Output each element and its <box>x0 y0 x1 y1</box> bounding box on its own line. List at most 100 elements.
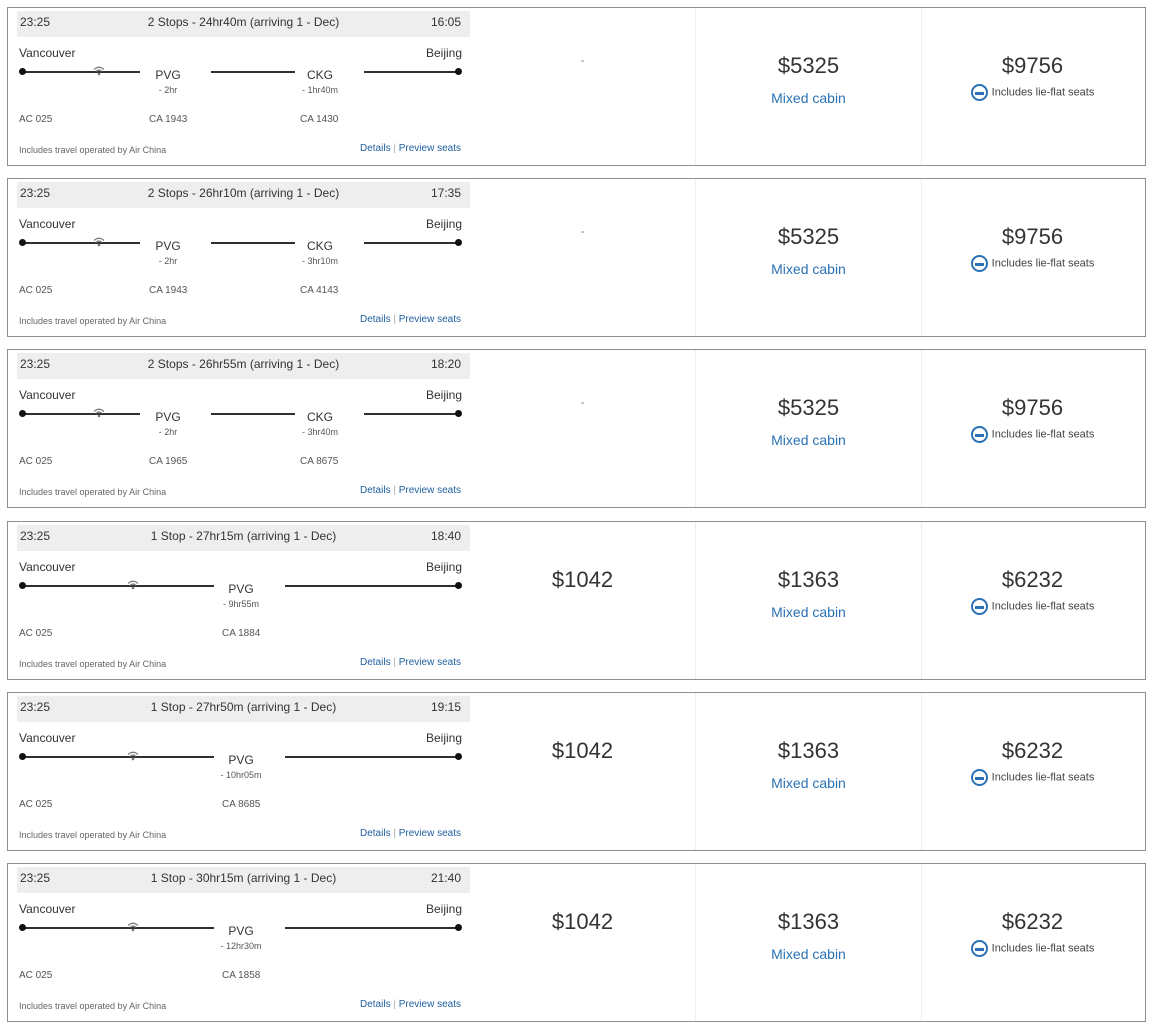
fare-option-3[interactable]: $6232 Includes lie-flat seats <box>920 522 1145 679</box>
fare-price: $1042 <box>551 909 614 934</box>
wifi-icon <box>127 922 139 932</box>
fare-option-1[interactable]: - <box>470 350 695 507</box>
flight-result-card[interactable]: 23:25 1 Stop - 30hr15m (arriving 1 - Dec)… <box>7 863 1146 1022</box>
preview-seats-link[interactable]: Preview seats <box>398 999 461 1010</box>
details-link[interactable]: Details <box>360 999 391 1010</box>
mixed-cabin-link[interactable]: Mixed cabin <box>771 946 846 962</box>
fare-option-1[interactable]: $1042 <box>470 864 695 1021</box>
departure-time: 23:25 <box>20 15 51 29</box>
flight-itinerary: 23:25 2 Stops - 24hr40m (arriving 1 - Dec… <box>8 8 470 165</box>
flight-number: CA 1943 <box>149 114 188 125</box>
fare-option-3[interactable]: $6232 Includes lie-flat seats <box>920 864 1145 1021</box>
details-link[interactable]: Details <box>360 657 391 668</box>
flight-number: AC 025 <box>19 285 53 296</box>
flight-result-card[interactable]: 23:25 1 Stop - 27hr15m (arriving 1 - Dec)… <box>7 521 1146 680</box>
fare-option-2[interactable]: $5325 Mixed cabin <box>695 179 922 336</box>
preview-seats-link[interactable]: Preview seats <box>398 143 461 154</box>
fare-option-1[interactable]: $1042 <box>470 522 695 679</box>
lie-flat-seat-note: Includes lie-flat seats <box>920 598 1145 615</box>
flight-itinerary: 23:25 2 Stops - 26hr10m (arriving 1 - Dec… <box>8 179 470 336</box>
route-line-segment <box>211 71 295 73</box>
flight-number: CA 1943 <box>149 285 188 296</box>
details-link[interactable]: Details <box>360 828 391 839</box>
mixed-cabin-link[interactable]: Mixed cabin <box>771 775 846 791</box>
route-diagram: PVG - 9hr55m AC 025 CA 1884 <box>19 579 462 649</box>
flight-result-card[interactable]: 23:25 1 Stop - 27hr50m (arriving 1 - Dec)… <box>7 692 1146 851</box>
mixed-cabin-link[interactable]: Mixed cabin <box>771 261 846 277</box>
fare-price: $9756 <box>1001 224 1064 249</box>
connection-stop: CKG - 3hr40m <box>275 410 365 437</box>
lie-flat-seat-label: Includes lie-flat seats <box>991 86 1095 99</box>
layover-duration: - 2hr <box>158 256 178 266</box>
fare-option-2[interactable]: $5325 Mixed cabin <box>695 8 922 165</box>
mixed-cabin-link[interactable]: Mixed cabin <box>771 432 846 448</box>
fare-option-2[interactable]: $1363 Mixed cabin <box>695 522 922 679</box>
stop-airport-code: PVG <box>228 582 254 596</box>
preview-seats-link[interactable]: Preview seats <box>398 657 461 668</box>
mixed-cabin-link[interactable]: Mixed cabin <box>771 604 846 620</box>
stop-airport-code: PVG <box>155 68 181 82</box>
fare-option-3[interactable]: $9756 Includes lie-flat seats <box>920 350 1145 507</box>
lie-flat-seat-icon <box>970 255 988 272</box>
fare-option-1[interactable]: $1042 <box>470 693 695 850</box>
route-diagram: PVG - 2hr CKG - 1hr40m AC 025 CA 1943 CA 1430 <box>19 65 462 135</box>
details-link[interactable]: Details <box>360 143 391 154</box>
fare-option-2[interactable]: $5325 Mixed cabin <box>695 350 922 507</box>
route-diagram: PVG - 10hr05m AC 025 CA 8685 <box>19 750 462 820</box>
fare-price: $1363 <box>777 567 840 592</box>
flight-result-card[interactable]: 23:25 2 Stops - 26hr10m (arriving 1 - Dec… <box>7 178 1146 337</box>
departure-time: 23:25 <box>20 186 51 200</box>
route-line-segment <box>22 756 214 758</box>
fare-option-2[interactable]: $1363 Mixed cabin <box>695 693 922 850</box>
details-link[interactable]: Details <box>360 314 391 325</box>
departure-time: 23:25 <box>20 529 51 543</box>
fare-option-2[interactable]: $1363 Mixed cabin <box>695 864 922 1021</box>
operated-by-note: Includes travel operated by Air China <box>19 1001 167 1011</box>
operated-by-note: Includes travel operated by Air China <box>19 659 167 669</box>
flight-result-card[interactable]: 23:25 2 Stops - 26hr55m (arriving 1 - Dec… <box>7 349 1146 508</box>
destination-dot <box>455 582 462 589</box>
origin-dot <box>19 68 26 75</box>
origin-city: Vancouver <box>19 560 76 574</box>
flight-links: Details | Preview seats <box>360 828 461 839</box>
flight-itinerary: 23:25 1 Stop - 27hr50m (arriving 1 - Dec)… <box>8 693 470 850</box>
fare-option-1[interactable]: - <box>470 179 695 336</box>
fare-option-1[interactable]: - <box>470 8 695 165</box>
preview-seats-link[interactable]: Preview seats <box>398 828 461 839</box>
connection-stop: PVG - 2hr <box>123 239 213 266</box>
preview-seats-link[interactable]: Preview seats <box>398 314 461 325</box>
connection-stop: PVG - 2hr <box>123 410 213 437</box>
destination-city: Beijing <box>425 46 462 60</box>
details-link[interactable]: Details <box>360 485 391 496</box>
stop-airport-code: PVG <box>155 239 181 253</box>
fare-price: $9756 <box>1001 53 1064 78</box>
route-diagram: PVG - 12hr30m AC 025 CA 1858 <box>19 921 462 991</box>
stops-duration-summary: 1 Stop - 30hr15m (arriving 1 - Dec) <box>150 871 337 885</box>
flight-links: Details | Preview seats <box>360 999 461 1010</box>
route-line-segment <box>285 585 458 587</box>
route-line-segment <box>22 71 140 73</box>
fare-option-3[interactable]: $9756 Includes lie-flat seats <box>920 8 1145 165</box>
origin-dot <box>19 924 26 931</box>
preview-seats-link[interactable]: Preview seats <box>398 485 461 496</box>
route-line-segment <box>364 71 458 73</box>
fare-option-3[interactable]: $6232 Includes lie-flat seats <box>920 693 1145 850</box>
layover-duration: - 10hr05m <box>220 770 262 780</box>
lie-flat-seat-icon <box>970 769 988 786</box>
lie-flat-seat-icon <box>970 426 988 443</box>
stops-duration-summary: 2 Stops - 24hr40m (arriving 1 - Dec) <box>147 15 340 29</box>
fare-price: $1042 <box>551 738 614 763</box>
fare-price: - <box>580 224 585 238</box>
flight-result-card[interactable]: 23:25 2 Stops - 24hr40m (arriving 1 - Dec… <box>7 7 1146 166</box>
mixed-cabin-link[interactable]: Mixed cabin <box>771 90 846 106</box>
operated-by-note: Includes travel operated by Air China <box>19 830 167 840</box>
arrival-time: 19:15 <box>430 700 461 714</box>
stop-airport-code: CKG <box>306 239 333 253</box>
fare-price: $1042 <box>551 567 614 592</box>
stops-duration-summary: 1 Stop - 27hr50m (arriving 1 - Dec) <box>150 700 337 714</box>
route-line-segment <box>364 413 458 415</box>
lie-flat-seat-note: Includes lie-flat seats <box>920 769 1145 786</box>
link-separator: | <box>393 143 396 154</box>
fare-option-3[interactable]: $9756 Includes lie-flat seats <box>920 179 1145 336</box>
